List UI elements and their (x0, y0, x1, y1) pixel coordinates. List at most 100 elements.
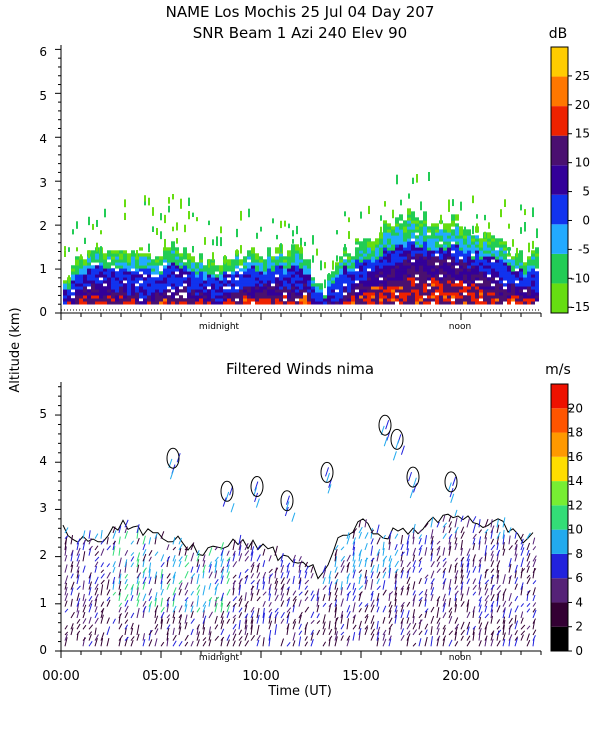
snr-cell (263, 298, 267, 302)
snr-cell (423, 277, 427, 281)
snr-cell (523, 286, 527, 290)
snr-cell (511, 280, 515, 284)
snr-cell (171, 283, 175, 287)
snr-cell (443, 238, 447, 242)
wind-barb (148, 562, 152, 573)
snr-cell (447, 256, 451, 260)
wind-barb (310, 573, 314, 579)
wind-barb (70, 587, 74, 596)
snr-cell (163, 250, 167, 254)
snr-cell (311, 280, 315, 284)
snr-cell (299, 253, 303, 257)
wind-barb (448, 630, 454, 636)
snr-cell (183, 280, 187, 284)
wind-barb (220, 568, 225, 579)
wind-barb (358, 627, 362, 636)
snr-cell (443, 271, 447, 275)
wind-barb (232, 604, 236, 613)
snr-cell (443, 256, 447, 260)
wind-barb (220, 602, 224, 613)
snr-cell (391, 289, 395, 293)
wind-barb (160, 554, 165, 562)
snr-cell (427, 229, 431, 233)
snr-cell (419, 271, 423, 275)
wind-barb (472, 584, 477, 590)
snr-cell (523, 295, 527, 299)
wind-barb (106, 617, 110, 624)
wind-barb (364, 576, 368, 585)
snr-cell (535, 262, 539, 266)
wind-barb (130, 562, 135, 568)
wind-barb (292, 590, 297, 596)
snr-cell (243, 298, 247, 302)
snr-cell (67, 283, 71, 287)
wind-barb (154, 615, 159, 624)
wind-barb (136, 587, 139, 596)
snr-cell (95, 289, 99, 293)
wind-barb (70, 611, 75, 619)
snr-cell (331, 292, 335, 296)
wind-barb (100, 562, 105, 568)
snr-cell (383, 229, 387, 233)
wind-barb (484, 605, 488, 613)
wind-barb (166, 573, 171, 579)
wind-barb (142, 549, 147, 556)
snr-cell (287, 271, 291, 275)
snr-cell (111, 301, 115, 305)
snr-cell (263, 301, 267, 305)
wind-barb (184, 597, 189, 602)
snr-cell (447, 280, 451, 284)
snr-cell (435, 256, 439, 260)
time-x-tick-1: 05:00 (142, 669, 179, 684)
snr-cell (339, 256, 343, 260)
snr-cell (379, 301, 383, 305)
wind-barb (370, 564, 375, 573)
snr-cell (259, 286, 263, 290)
snr-cell (219, 295, 223, 299)
wind-barb (352, 569, 356, 579)
snr-speck (180, 203, 182, 209)
snr-cell (419, 298, 423, 302)
wind-barb (490, 550, 494, 556)
snr-cell (331, 289, 335, 293)
snr-cell (107, 274, 111, 278)
wind-barb (316, 613, 320, 619)
snr-cell (151, 289, 155, 293)
snr-cell (411, 277, 415, 281)
snr-cell (99, 280, 103, 284)
snr-colorbar-label: 25 (575, 69, 590, 83)
snr-cell (83, 280, 87, 284)
wind-barb (376, 578, 380, 585)
snr-speck (532, 240, 534, 249)
snr-cell (103, 256, 107, 260)
snr-cell (271, 289, 275, 293)
snr-cell (347, 280, 351, 284)
snr-cell (483, 277, 487, 281)
wind-barb (254, 492, 259, 503)
wind-barb (304, 565, 309, 573)
wind-barb (376, 524, 380, 534)
wind-barb (166, 578, 171, 585)
snr-cell (347, 298, 351, 302)
wind-barb (238, 534, 242, 545)
snr-cell (111, 256, 115, 260)
snr-cell (347, 262, 351, 266)
snr-cell (247, 298, 251, 302)
wind-barb (76, 566, 80, 573)
snr-cell (375, 265, 379, 269)
wind-barb (508, 601, 513, 607)
wind-barb (172, 598, 175, 607)
wind-barb (142, 576, 147, 585)
snr-cell (419, 223, 423, 227)
snr-speck (96, 242, 98, 252)
snr-cell (507, 268, 511, 272)
snr-cell (91, 283, 95, 287)
snr-colorbar-segment (551, 47, 568, 77)
snr-speck (240, 245, 242, 254)
snr-cell (123, 274, 127, 278)
snr-cell (407, 289, 411, 293)
wind-barb (340, 623, 345, 630)
snr-cell (123, 250, 127, 254)
snr-cell (95, 259, 99, 263)
wind-barb (268, 602, 272, 607)
